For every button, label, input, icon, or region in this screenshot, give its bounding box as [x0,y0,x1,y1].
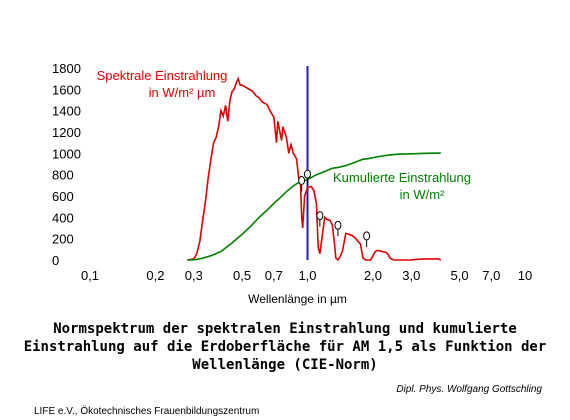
author-credit: Dipl. Phys. Wolfgang Gottschling [396,384,542,395]
x-tick-label: 3,0 [402,268,420,283]
y-tick-label: 1600 [52,82,81,97]
y-tick-label: 200 [52,232,74,247]
y-tick-label: 600 [52,189,74,204]
y-tick-label: 1200 [52,125,81,140]
x-tick-label: 0,7 [265,268,283,283]
absorption-marker [316,211,324,227]
chart-svg: 0 200 400 600 800 1000 1200 1400 1600 1800 0,1 0,2… [52,61,532,306]
y-tick-label: 400 [52,210,74,225]
y-tick-label: 0 [52,253,59,268]
x-tick-label: 0,2 [146,268,164,283]
y-tick-label: 1800 [52,61,81,76]
absorption-marker [298,175,306,192]
x-tick-label: 0,3 [185,268,203,283]
x-tick-label: 0,1 [81,268,99,283]
absorption-markers [298,169,371,247]
x-axis-tick-labels: 0,1 0,2 0,3 0,5 0,7 1,0 2,0 3,0 5,0 7,0 10 [81,268,532,283]
series-line-spectral-irradiance [187,76,442,262]
series-label-cumulative: Kumulierte Einstrahlung in W/m² [333,170,471,202]
x-tick-label: 1,0 [298,268,316,283]
absorption-marker [363,231,371,247]
x-tick-label: 10 [518,268,532,283]
organization-credit: LIFE e.V., Ökotechnisches Frauenbildungs… [34,406,260,417]
absorption-marker [334,220,342,237]
y-tick-label: 1000 [52,146,81,161]
y-tick-label: 1400 [52,104,81,119]
x-tick-label: 0,5 [233,268,251,283]
absorption-marker [304,169,311,186]
y-axis-tick-labels: 0 200 400 600 800 1000 1200 1400 1600 1800 [52,61,81,268]
x-tick-label: 7,0 [482,268,500,283]
chart-title: Normspektrum der spektralen Einstrahlung… [23,321,547,373]
x-axis-label: Wellenlänge in µm [248,292,347,306]
x-tick-label: 2,0 [364,268,382,283]
series-label-spectral: Spektrale Einstrahlung in W/m² µm [97,68,228,100]
x-tick-label: 5,0 [450,268,468,283]
y-tick-label: 800 [52,168,74,183]
